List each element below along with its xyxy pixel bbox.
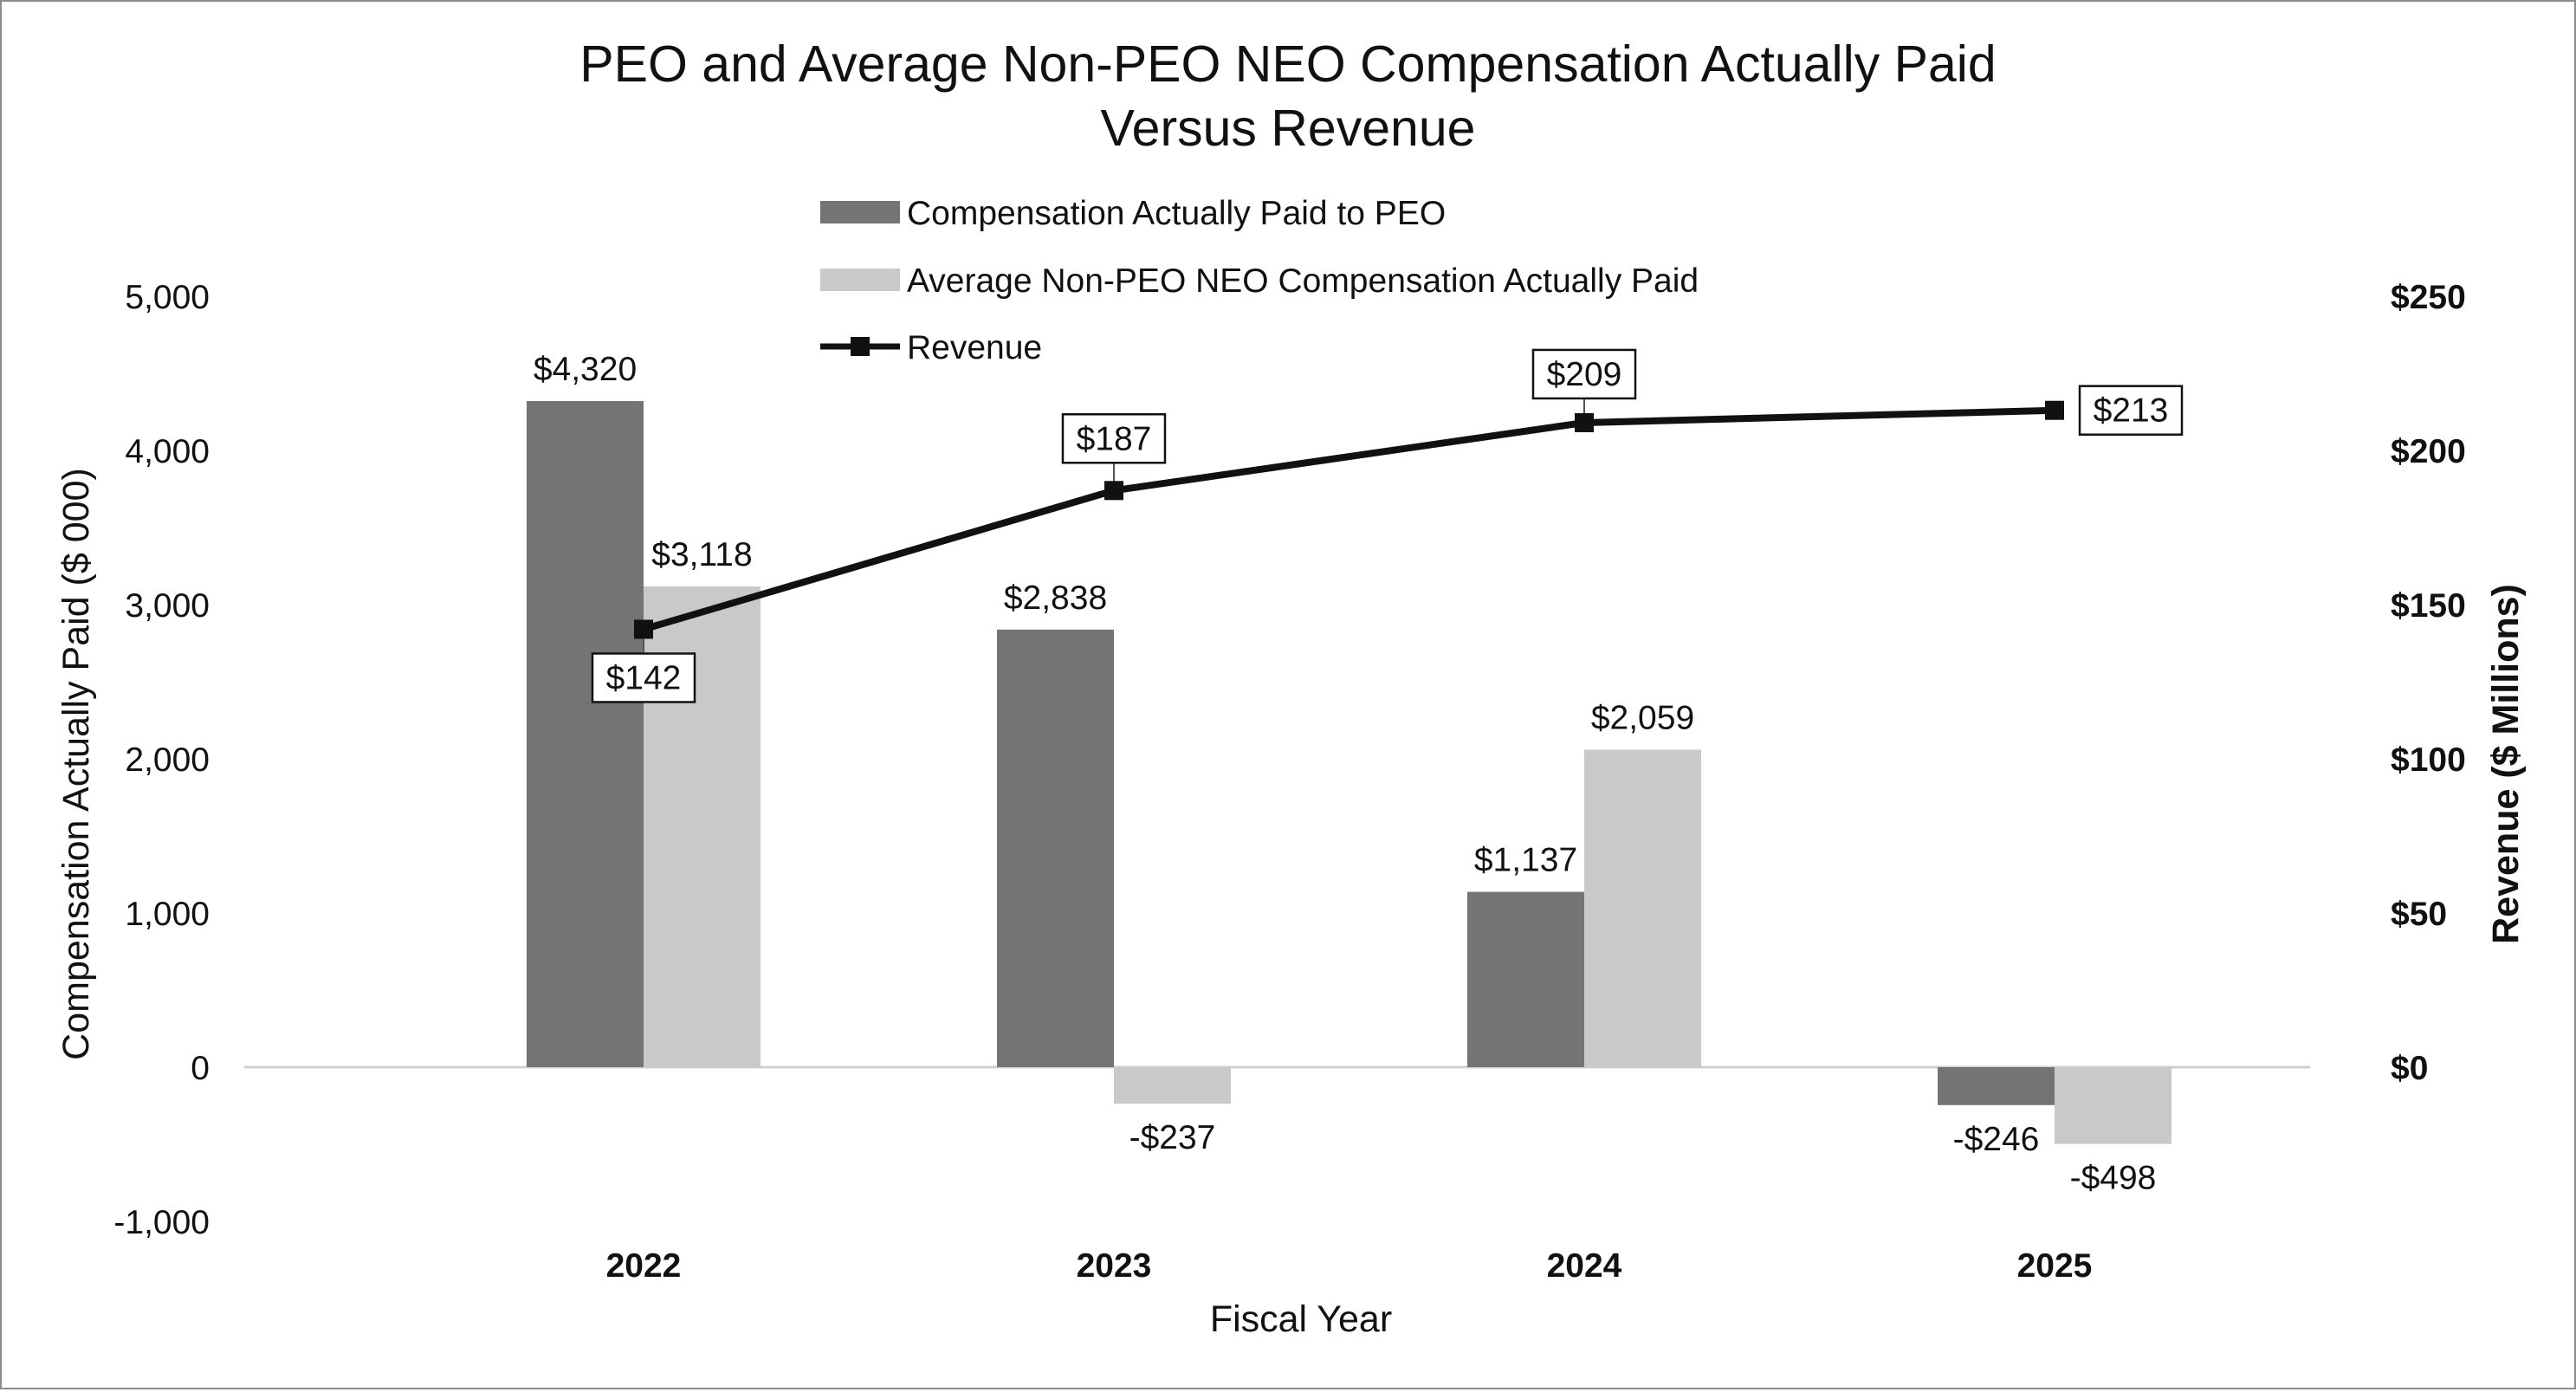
revenue-label: $142 <box>606 659 682 696</box>
category-label: 2022 <box>606 1247 682 1285</box>
y-axis-title-left: Compensation Actually Paid ($ 000) <box>55 468 97 1060</box>
legend-label-peo: Compensation Actually Paid to PEO <box>907 195 1446 232</box>
revenue-label-box <box>2078 385 2184 436</box>
right-tick-label: $250 <box>2391 279 2466 316</box>
left-axis-ticks: -1,000 0 1,000 2,000 3,000 4,000 5,000 <box>113 279 210 1241</box>
bars <box>527 401 2171 1144</box>
bar-label-peo: $1,137 <box>1474 842 1577 879</box>
y-axis-title-right: Revenue ($ Millions) <box>2485 584 2527 944</box>
bar-peo <box>997 629 1114 1067</box>
legend-marker-revenue <box>851 337 870 356</box>
right-axis-ticks: $0 $50 $100 $150 $200 $250 <box>2391 279 2466 1087</box>
bar-label-non-peo: $3,118 <box>651 536 752 573</box>
revenue-marker <box>1104 481 1123 501</box>
category-label: 2025 <box>2017 1247 2093 1285</box>
revenue-label-box <box>1531 348 1637 400</box>
left-tick-label: 5,000 <box>125 279 210 316</box>
right-tick-label: $0 <box>2391 1050 2428 1087</box>
revenue-label: $187 <box>1077 420 1152 457</box>
left-tick-label: 4,000 <box>125 433 210 470</box>
left-tick-label: 2,000 <box>125 741 210 779</box>
bar-peo <box>1467 891 1584 1067</box>
revenue-label-box <box>591 652 696 703</box>
bar-peo <box>527 401 644 1067</box>
bar-label-non-peo: -$237 <box>1129 1119 1216 1156</box>
bar-label-non-peo: $2,059 <box>1591 699 1694 736</box>
right-tick-label: $150 <box>2391 587 2466 625</box>
right-tick-label: $200 <box>2391 433 2466 470</box>
chart-title-line-2: Versus Revenue <box>1101 100 1476 157</box>
bar-label-non-peo: -$498 <box>2070 1160 2157 1197</box>
bar-peo <box>1938 1067 2055 1105</box>
bar-label-peo: $2,838 <box>1004 579 1107 617</box>
bar-non-peo <box>1114 1067 1231 1104</box>
legend-swatch-non-peo <box>820 269 900 291</box>
left-tick-label: -1,000 <box>113 1204 210 1241</box>
x-axis-title: Fiscal Year <box>1210 1298 1392 1340</box>
bar-labels: $4,320 $2,838 $1,137 -$246 $3,118 -$237 $2,059… <box>534 351 2157 1197</box>
right-tick-label: $50 <box>2391 896 2447 933</box>
category-labels: 2022 2023 2024 2025 <box>606 1247 2093 1285</box>
legend-label-revenue: Revenue <box>907 329 1042 366</box>
revenue-marker <box>634 619 653 639</box>
bar-non-peo <box>1584 749 1701 1067</box>
revenue-line-group: $142 $187 $209 $213 <box>591 348 2184 703</box>
right-tick-label: $100 <box>2391 741 2466 779</box>
legend-label-non-peo: Average Non-PEO NEO Compensation Actuall… <box>907 262 1699 300</box>
left-tick-label: 0 <box>191 1050 210 1087</box>
bar-non-peo <box>2055 1067 2171 1144</box>
left-tick-label: 3,000 <box>125 587 210 625</box>
legend-swatch-peo <box>820 201 900 223</box>
bar-label-peo: $4,320 <box>534 351 637 388</box>
bar-label-peo: -$246 <box>1953 1121 2040 1158</box>
revenue-label: $209 <box>1547 356 1622 393</box>
chart-title-line-1: PEO and Average Non-PEO NEO Compensation… <box>579 36 1996 93</box>
revenue-marker <box>1575 412 1594 432</box>
category-label: 2023 <box>1077 1247 1152 1285</box>
revenue-label-box <box>1061 413 1167 464</box>
revenue-line <box>642 406 2055 633</box>
left-tick-label: 1,000 <box>125 896 210 933</box>
revenue-marker <box>2045 400 2064 420</box>
revenue-label: $213 <box>2094 392 2169 430</box>
legend: Compensation Actually Paid to PEO Averag… <box>820 195 1699 366</box>
category-label: 2024 <box>1547 1247 1622 1285</box>
